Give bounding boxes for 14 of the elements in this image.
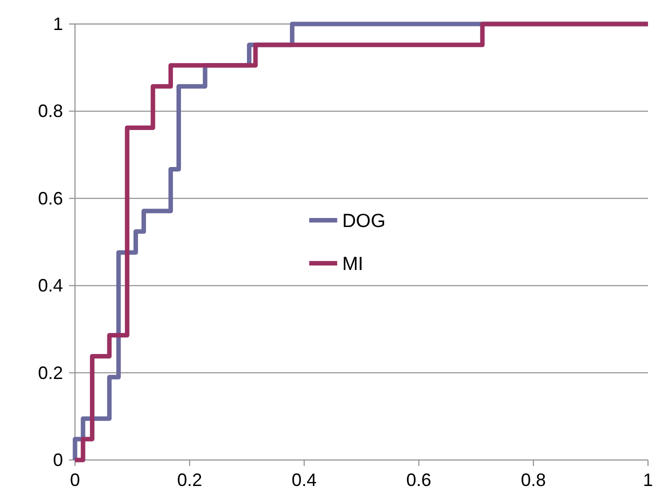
x-tick-label: 0.8 (520, 470, 546, 490)
x-tick-label: 0.2 (177, 470, 202, 490)
x-tick-label: 0.6 (406, 470, 432, 490)
x-tick-label: 1 (642, 470, 654, 490)
x-tick-label: 0.4 (292, 470, 317, 490)
x-tick-label: 0 (70, 470, 80, 490)
y-tick-label: 0.2 (38, 362, 63, 383)
legend-label: DOG (342, 211, 386, 232)
y-tick-label: 0.4 (38, 276, 63, 296)
y-tick-label: 1 (52, 14, 63, 34)
legend-label: MI (342, 254, 364, 276)
y-tick-label: 0.6 (38, 188, 63, 208)
y-tick-label: 0 (52, 450, 63, 470)
y-tick-label: 0.8 (38, 101, 63, 122)
